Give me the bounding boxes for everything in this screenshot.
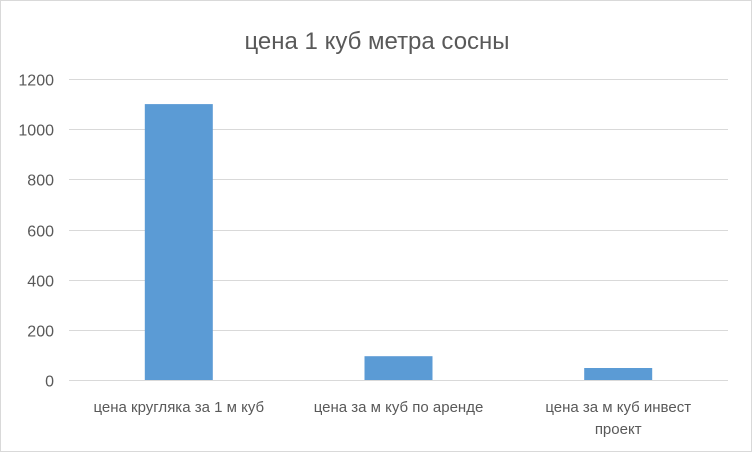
y-tick-label: 400 bbox=[27, 274, 54, 291]
x-category-label: цена кругляка за 1 м куб bbox=[94, 399, 265, 416]
bars bbox=[144, 104, 653, 380]
y-axis-tick-labels: 0 200 400 600 800 1000 1200 bbox=[18, 73, 54, 391]
x-category-label: цена за м куб инвест проект bbox=[545, 399, 691, 438]
y-tick-label: 600 bbox=[27, 224, 54, 241]
y-tick-label: 200 bbox=[27, 324, 54, 341]
y-tick-label: 1000 bbox=[18, 123, 54, 140]
y-tick-label: 1200 bbox=[18, 73, 54, 90]
x-category-label: цена за м куб по аренде bbox=[314, 399, 484, 416]
y-tick-label: 0 bbox=[45, 374, 54, 391]
bar bbox=[584, 368, 653, 380]
x-axis-category-labels: цена кругляка за 1 м куб цена за м куб по… bbox=[94, 399, 692, 438]
bar bbox=[364, 356, 433, 380]
bar bbox=[144, 104, 213, 380]
chart-title: цена 1 куб метра сосны bbox=[244, 28, 509, 55]
y-tick-label: 800 bbox=[27, 173, 54, 190]
